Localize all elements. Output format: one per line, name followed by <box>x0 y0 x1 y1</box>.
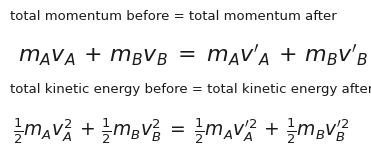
Text: total kinetic energy before = total kinetic energy after: total kinetic energy before = total kine… <box>10 83 371 96</box>
Text: $\frac{1}{2} m_A v_A^2 \, + \, \frac{1}{2} m_B v_B^2 \; = \; \frac{1}{2} m_A v_A: $\frac{1}{2} m_A v_A^2 \, + \, \frac{1}{… <box>13 117 349 146</box>
Text: $m_A v_A \, + \, m_B v_B \; = \; m_A v'_A \, + \, m_B v'_B$: $m_A v_A \, + \, m_B v_B \; = \; m_A v'_… <box>19 42 369 67</box>
Text: total momentum before = total momentum after: total momentum before = total momentum a… <box>10 10 336 23</box>
